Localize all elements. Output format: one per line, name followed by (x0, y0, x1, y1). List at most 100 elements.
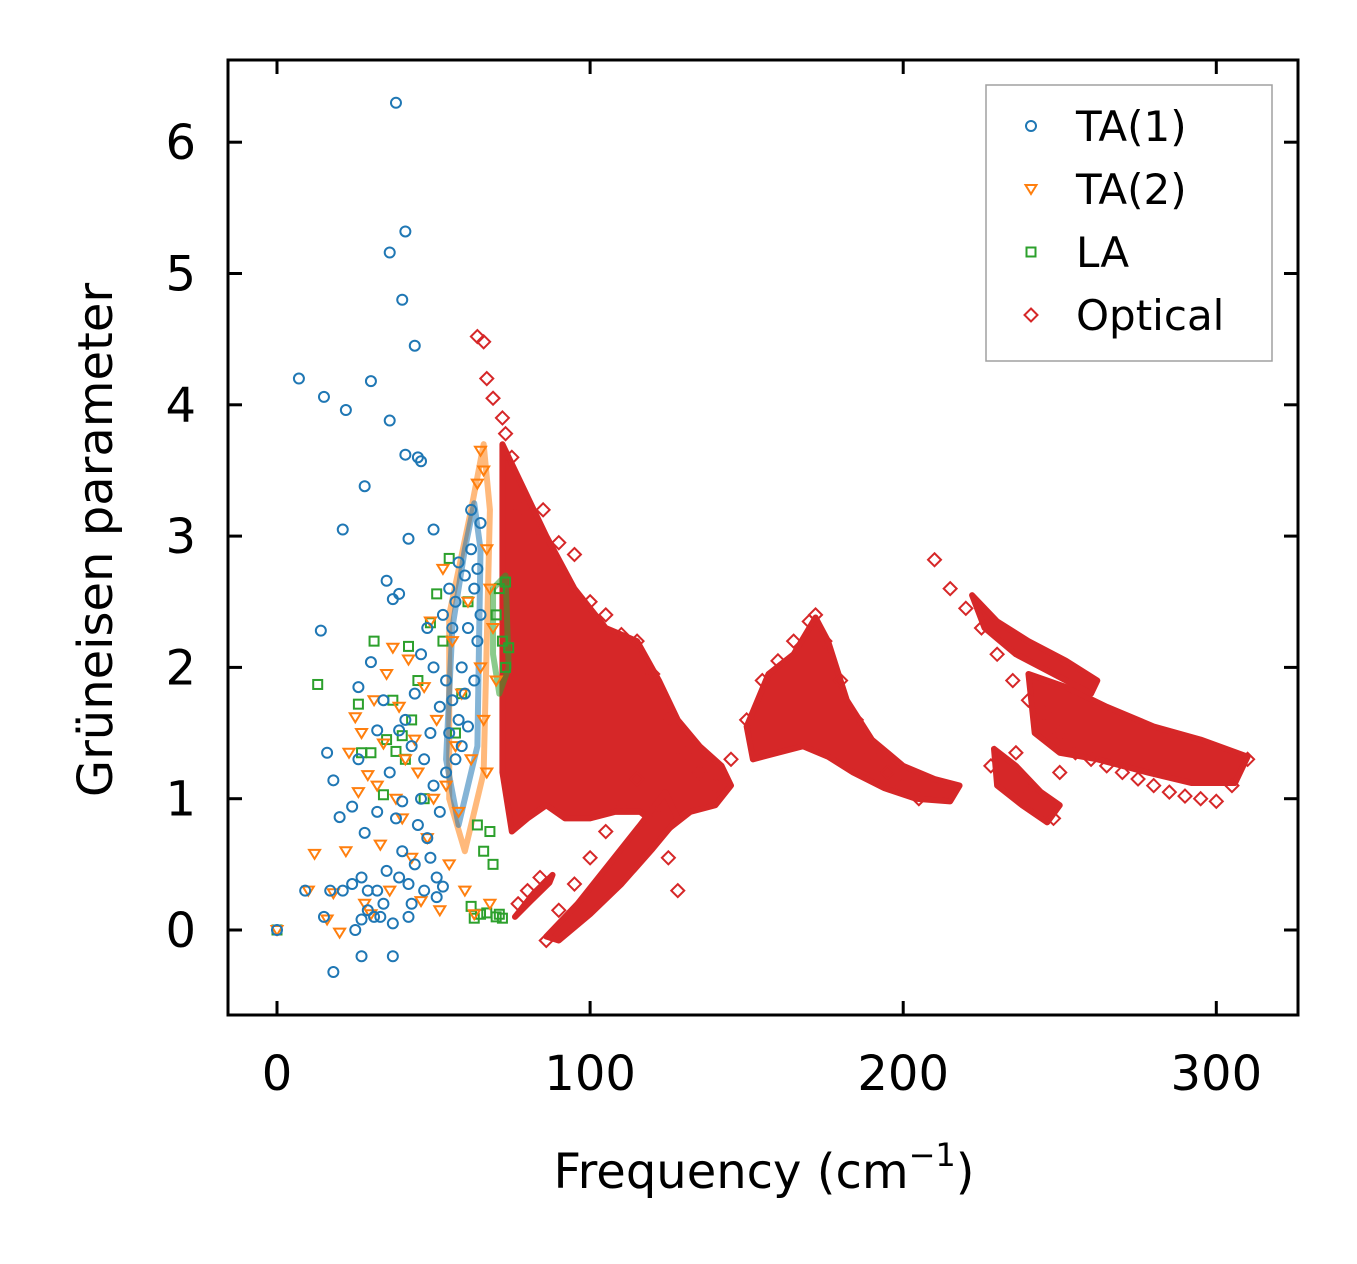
data-point (321, 746, 334, 759)
data-point (408, 339, 421, 352)
data-point (364, 375, 377, 388)
data-point (474, 608, 487, 621)
data-point (479, 767, 495, 780)
data-point (436, 880, 449, 893)
data-point (476, 465, 491, 478)
data-point (770, 652, 786, 669)
data-point (1051, 725, 1068, 741)
data-point (597, 606, 614, 623)
data-point (433, 700, 446, 713)
data-point (352, 681, 365, 694)
data-point (458, 569, 471, 582)
y-tick-label: 5 (165, 247, 196, 303)
data-point (358, 480, 371, 493)
data-point (427, 779, 440, 792)
data-point (388, 793, 404, 806)
data-point (1051, 764, 1068, 781)
data-point (443, 582, 456, 595)
data-point (440, 674, 453, 687)
data-point (396, 845, 409, 858)
data-point (407, 734, 423, 747)
data-point (449, 727, 461, 739)
data-point (324, 884, 337, 897)
data-point (393, 587, 406, 600)
data-point (379, 668, 394, 681)
data-point (644, 666, 661, 682)
data-point (1192, 790, 1209, 807)
data-point (476, 714, 491, 727)
data-point (415, 455, 428, 468)
data-point (1145, 777, 1162, 794)
data-point (461, 622, 474, 635)
data-point (399, 448, 412, 461)
data-point (410, 767, 426, 780)
data-point (433, 805, 446, 818)
data-point (408, 858, 421, 871)
data-point (466, 909, 482, 922)
y-axis-label: Grüneisen parameter (68, 283, 124, 798)
data-point (494, 410, 511, 426)
data-point (361, 904, 374, 917)
legend-label-2: TA(2) (1075, 165, 1187, 214)
data-point (437, 635, 449, 647)
data-point (411, 818, 424, 831)
series-la (271, 552, 515, 936)
data-point (402, 532, 415, 545)
data-point (471, 819, 483, 831)
data-point (312, 678, 324, 690)
data-point (532, 869, 548, 886)
optical-cloud-1 (499, 441, 734, 835)
data-point (376, 738, 391, 751)
data-point (582, 849, 599, 866)
x-tick-label: 100 (544, 1046, 636, 1102)
data-point (402, 910, 415, 923)
data-point (1036, 803, 1053, 820)
data-point (391, 701, 407, 714)
data-point (723, 751, 739, 768)
data-point (399, 225, 412, 238)
data-point (346, 878, 359, 891)
data-point (352, 753, 365, 766)
data-point (513, 501, 530, 518)
data-point (430, 891, 443, 904)
data-point (427, 661, 440, 674)
data-point (449, 595, 462, 608)
data-point (449, 753, 462, 766)
data-point (550, 534, 567, 551)
data-point (566, 546, 583, 563)
data-point (307, 848, 322, 861)
data-point (484, 826, 496, 838)
data-point (355, 871, 368, 884)
data-point (336, 523, 349, 536)
data-point (427, 523, 440, 536)
data-point (317, 910, 330, 923)
data-point (327, 966, 340, 979)
data-point (404, 852, 419, 865)
data-point (1083, 751, 1099, 768)
data-point (443, 552, 455, 564)
data-point (452, 556, 465, 569)
data-point (669, 882, 686, 899)
data-point (369, 780, 385, 793)
data-point (660, 712, 677, 728)
data-point (738, 712, 755, 728)
data-point (879, 764, 896, 781)
data-point (413, 896, 429, 909)
data-point (497, 425, 514, 442)
data-point (629, 771, 645, 787)
data-point (399, 713, 412, 726)
data-point (817, 633, 833, 650)
data-point (394, 813, 410, 826)
data-point (629, 633, 645, 650)
data-point (368, 635, 380, 647)
data-point (455, 661, 468, 674)
data-point (360, 770, 376, 782)
data-point (424, 851, 437, 864)
data-point (1098, 757, 1115, 774)
data-point (402, 878, 415, 891)
data-point (421, 832, 434, 845)
data-point (405, 740, 418, 753)
data-point (423, 616, 438, 629)
data-point (863, 744, 880, 761)
data-point (445, 636, 460, 649)
